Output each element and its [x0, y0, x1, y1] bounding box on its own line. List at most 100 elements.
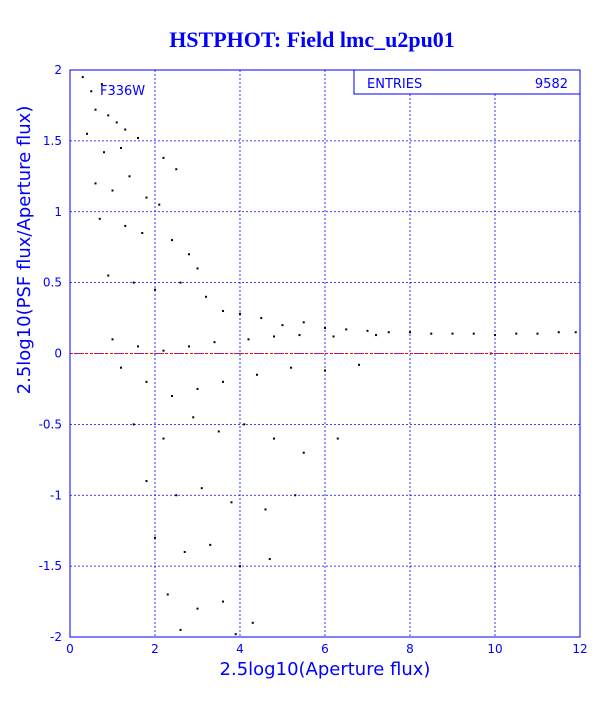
- data-point: [515, 332, 518, 335]
- data-point: [166, 593, 169, 596]
- data-point: [124, 128, 127, 131]
- data-point: [137, 345, 139, 348]
- data-point: [132, 423, 135, 426]
- y-tick-label: -1.5: [39, 559, 62, 573]
- stats-box: ENTRIES 9582: [353, 69, 581, 95]
- data-point: [115, 121, 118, 124]
- data-point: [302, 451, 305, 454]
- stats-value: 9582: [535, 77, 568, 92]
- y-tick-label: -0.5: [39, 417, 62, 431]
- data-point: [247, 338, 250, 341]
- data-point: [81, 76, 84, 79]
- data-point: [302, 321, 305, 324]
- data-point: [281, 324, 284, 327]
- data-point: [256, 373, 258, 376]
- data-point: [179, 281, 182, 284]
- data-point: [162, 156, 165, 159]
- data-point: [251, 621, 254, 624]
- data-point: [557, 331, 560, 334]
- data-point: [290, 366, 292, 369]
- data-point: [141, 232, 144, 235]
- grid: [70, 70, 580, 637]
- data-point: [162, 349, 165, 352]
- data-point: [196, 267, 199, 270]
- data-point: [222, 380, 224, 383]
- data-point: [98, 217, 101, 220]
- data-point: [100, 83, 103, 86]
- x-tick-label: 2: [151, 642, 159, 656]
- data-point: [158, 203, 161, 206]
- data-point: [192, 416, 195, 419]
- data-point: [239, 312, 241, 315]
- filter-label: F336W: [100, 84, 145, 99]
- data-point: [86, 132, 88, 135]
- data-point: [358, 363, 360, 366]
- x-tick-labels: 0 2 4 6 8 10 12: [66, 642, 587, 656]
- data-point: [162, 437, 165, 440]
- x-tick-label: 0: [66, 642, 74, 656]
- data-point: [124, 224, 127, 227]
- x-tick-label: 4: [236, 642, 244, 656]
- data-point: [137, 137, 139, 140]
- data-point: [234, 633, 237, 636]
- data-point: [90, 90, 93, 93]
- data-point: [94, 182, 97, 185]
- data-point: [94, 108, 97, 111]
- data-point: [175, 168, 178, 171]
- data-point: [213, 341, 216, 344]
- data-point: [128, 175, 131, 178]
- y-tick-label: 2: [54, 63, 62, 77]
- data-point: [107, 274, 110, 277]
- data-point: [294, 494, 297, 497]
- data-point: [175, 494, 178, 497]
- data-point: [239, 565, 241, 568]
- data-point: [430, 332, 433, 335]
- data-point: [536, 332, 539, 335]
- data-point: [209, 543, 212, 546]
- stats-label: ENTRIES: [367, 77, 422, 92]
- y-tick-label: 1.5: [43, 134, 62, 148]
- data-point: [111, 189, 114, 192]
- data-point: [222, 309, 224, 312]
- data-point: [336, 437, 339, 440]
- data-point: [171, 395, 173, 398]
- data-point: [230, 501, 233, 504]
- plot-frame: [69, 69, 581, 638]
- data-point: [268, 558, 271, 561]
- data-point: [375, 334, 377, 337]
- chart-title: HSTPHOT: Field lmc_u2pu01: [169, 27, 455, 52]
- data-point: [217, 430, 220, 433]
- x-tick-label: 12: [572, 642, 587, 656]
- data-point: [183, 550, 186, 553]
- data-point: [188, 345, 190, 348]
- data-point: [574, 331, 577, 334]
- y-tick-label: -2: [50, 630, 62, 644]
- data-point: [366, 329, 369, 332]
- y-tick-label: 0.5: [43, 276, 62, 290]
- y-axis-label: 2.5log10(PSF flux/Aperture flux): [14, 106, 35, 395]
- data-point: [188, 253, 190, 256]
- data-point: [273, 335, 275, 338]
- data-point: [243, 423, 246, 426]
- data-point: [222, 600, 224, 603]
- data-point: [205, 295, 207, 298]
- data-point: [111, 338, 114, 341]
- data-point: [260, 317, 263, 320]
- data-point: [103, 151, 105, 154]
- data-point: [107, 114, 110, 117]
- data-point: [120, 366, 122, 369]
- data-point: [145, 480, 148, 483]
- x-tick-label: 10: [487, 642, 502, 656]
- y-tick-labels: -2 -1.5 -1 -0.5 0 0.5 1 1.5 2: [39, 63, 62, 644]
- data-point: [472, 332, 475, 335]
- data-point: [494, 334, 496, 337]
- data-point: [179, 628, 182, 631]
- data-point: [332, 335, 335, 338]
- data-point: [120, 146, 122, 149]
- data-point: [409, 331, 411, 334]
- data-point: [298, 334, 301, 337]
- data-point: [154, 536, 156, 539]
- data-point: [345, 328, 348, 331]
- data-point: [324, 369, 326, 372]
